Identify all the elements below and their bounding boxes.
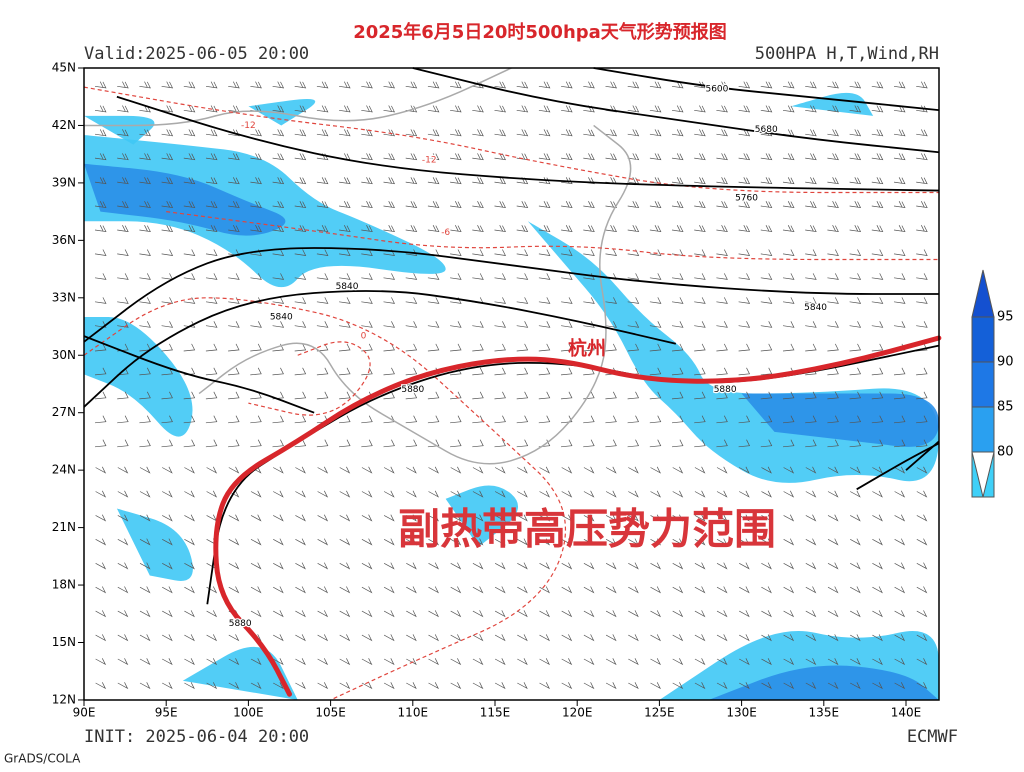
height-contour <box>83 335 315 414</box>
lon-label: 100E <box>233 706 264 720</box>
lat-label: 30N <box>52 348 76 362</box>
humidity-area <box>445 485 519 547</box>
temperature-contour <box>166 211 939 261</box>
temperature-contour <box>248 341 371 416</box>
contour-label: -6 <box>441 228 450 238</box>
wind-barbs <box>94 81 928 690</box>
contour-label: -12 <box>241 121 256 131</box>
lon-label: 105E <box>315 706 346 720</box>
lat-label: 18N <box>52 578 76 592</box>
init-time: INIT: 2025-06-04 20:00 <box>84 727 309 747</box>
contour-label: 5880 <box>401 385 424 395</box>
height-contour <box>593 67 939 112</box>
borders <box>83 67 632 465</box>
colorbar-cap <box>971 451 995 498</box>
contour-label: 5880 <box>229 619 252 629</box>
colorbar-box <box>971 316 995 363</box>
product: 500HPA H,T,Wind,RH <box>755 44 939 64</box>
lon-label: 125E <box>644 706 675 720</box>
title: 2025年6月5日20时500hpa天气形势预报图 <box>353 21 727 43</box>
temperature-contour <box>83 297 567 701</box>
contour-label: 5760 <box>735 194 758 204</box>
software: GrADS/COLA <box>4 752 81 766</box>
humidity-area <box>708 665 939 700</box>
height-contour <box>116 95 939 192</box>
humidity-area <box>741 393 939 447</box>
humidity-area <box>248 98 316 126</box>
lat-label: 45N <box>52 61 76 75</box>
map-frame <box>83 67 940 701</box>
humidity-area <box>790 92 874 116</box>
lat-label: 33N <box>52 290 76 304</box>
contour-label: 5840 <box>336 282 359 292</box>
lat-label: 24N <box>52 463 76 477</box>
contour-label: 0 <box>361 332 367 342</box>
lon-label: 135E <box>809 706 840 720</box>
height-contour <box>83 247 939 343</box>
height-contour <box>412 67 939 154</box>
lat-label: 36N <box>52 233 76 247</box>
lon-label: 95E <box>155 706 178 720</box>
lon-label: 140E <box>891 706 922 720</box>
height-contour <box>856 442 940 491</box>
lat-label: 12N <box>52 692 76 706</box>
lat-label: 21N <box>52 520 76 534</box>
model: ECMWF <box>907 727 958 747</box>
contour-label: 5600 <box>705 85 728 95</box>
lat-label: 27N <box>52 405 76 419</box>
lon-label: 115E <box>480 706 511 720</box>
contour-label: 5680 <box>755 125 778 135</box>
colorbar: 95 90 85 80 <box>971 269 1014 498</box>
lat-label: 15N <box>52 635 76 649</box>
lat-label: 39N <box>52 175 76 189</box>
contour-label: 5880 <box>714 385 737 395</box>
humidity-area <box>116 508 193 581</box>
colorbar-box <box>971 361 995 408</box>
humidity-area <box>84 163 286 236</box>
colorbar-label: 95 <box>997 310 1014 325</box>
colorbar-label: 85 <box>997 400 1014 415</box>
contour-label: 5840 <box>804 303 827 313</box>
valid-time: Valid:2025-06-05 20:00 <box>84 44 309 64</box>
city-label: 杭州 <box>568 337 606 360</box>
lon-label: 120E <box>562 706 593 720</box>
region-label: 副热带高压势力范围 <box>398 505 776 554</box>
lon-label: 90E <box>73 706 96 720</box>
colorbar-label: 90 <box>997 355 1014 370</box>
lat-label: 42N <box>52 118 76 132</box>
lon-label: 130E <box>726 706 757 720</box>
subtropical-high-line <box>213 335 942 697</box>
map-area: 5600 5680 5760 5840 5840 5840 5880 5880 5880 -12 -… <box>83 67 942 701</box>
lon-label: 110E <box>398 706 429 720</box>
humidity-area <box>84 115 155 145</box>
height-contour <box>83 290 677 408</box>
contour-label: 5840 <box>270 312 293 322</box>
contour-label: -12 <box>422 155 437 165</box>
colorbar-box <box>971 406 995 453</box>
height-contour <box>905 440 940 471</box>
colorbar-label: 80 <box>997 445 1014 460</box>
